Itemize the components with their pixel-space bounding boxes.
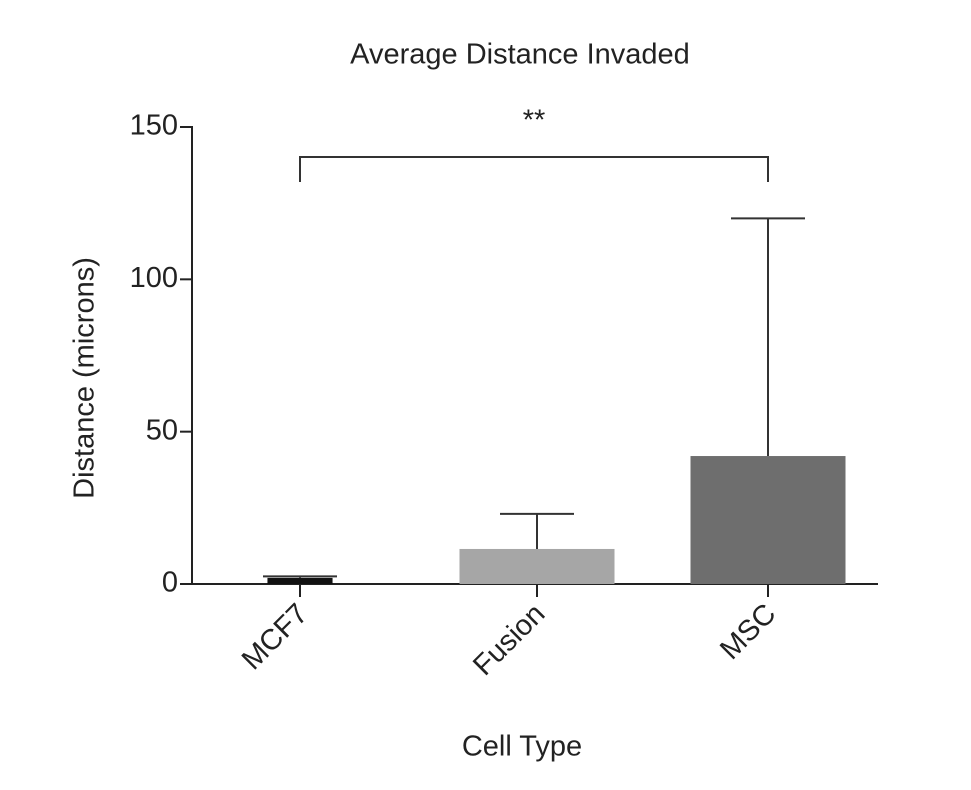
- x-axis-label: Cell Type: [462, 731, 582, 763]
- x-tick-label: MSC: [714, 598, 782, 666]
- error-bar: [731, 217, 805, 457]
- y-tick-label: 150: [130, 110, 178, 142]
- x-tick-label: Fusion: [467, 598, 551, 682]
- significance-label: **: [523, 105, 546, 137]
- error-bar: [263, 575, 337, 578]
- x-tick-label: MCF7: [236, 598, 314, 676]
- y-tick-label: 50: [146, 414, 178, 446]
- significance-bracket: [299, 156, 769, 182]
- chart-title: Average Distance Invaded: [350, 39, 690, 71]
- error-bar: [500, 512, 574, 549]
- y-tick-label: 100: [130, 262, 178, 294]
- bar: [267, 577, 333, 584]
- y-axis-label: Distance (microns): [69, 257, 101, 499]
- bar: [690, 456, 846, 584]
- y-tick-label: 0: [162, 567, 178, 599]
- bar: [459, 548, 615, 584]
